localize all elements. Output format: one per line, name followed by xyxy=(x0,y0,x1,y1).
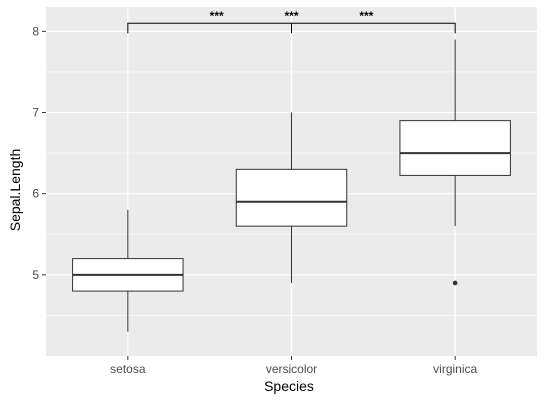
box-setosa xyxy=(72,209,184,332)
box-body xyxy=(235,168,348,227)
box-body xyxy=(399,120,511,176)
significance-label: *** xyxy=(210,9,224,23)
boxes-layer xyxy=(72,39,511,332)
x-tick-label: versicolor xyxy=(266,362,317,376)
x-tick-label: setosa xyxy=(110,362,146,376)
x-tick-label: virginica xyxy=(433,362,477,376)
box-virginica xyxy=(399,39,511,286)
box-versicolor xyxy=(235,112,348,283)
significance-annotation: *** *** *** xyxy=(127,9,456,34)
significance-label: *** xyxy=(359,9,373,23)
significance-label: *** xyxy=(284,9,298,23)
y-tick-label: 7 xyxy=(32,106,39,120)
y-tick-label: 6 xyxy=(32,187,39,201)
x-axis-ticks: setosa versicolor virginica xyxy=(110,356,478,376)
outlier-point xyxy=(452,280,458,286)
y-axis-ticks: 5 6 7 8 xyxy=(32,24,46,282)
x-axis-title: Species xyxy=(264,378,314,394)
y-tick-label: 8 xyxy=(32,24,39,38)
y-axis-title: Sepal.Length xyxy=(7,149,23,232)
y-tick-label: 5 xyxy=(32,268,39,282)
